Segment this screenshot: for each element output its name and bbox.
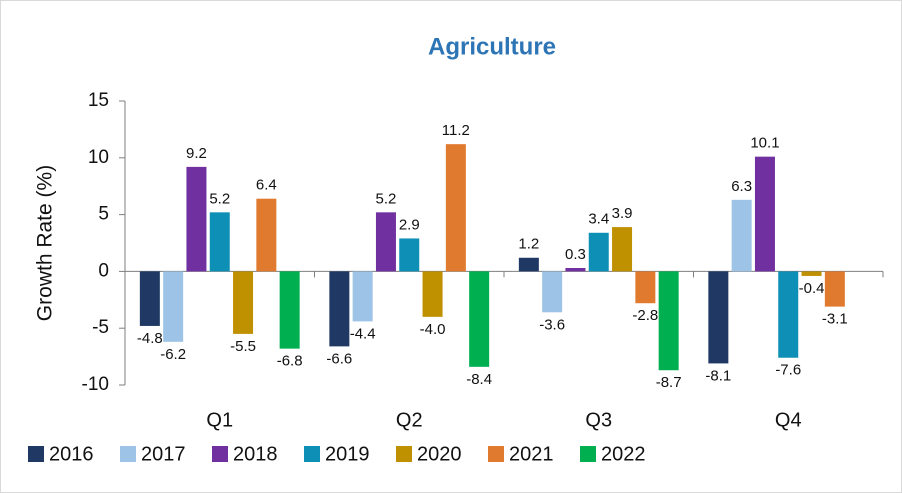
value-label: -5.5 [230, 338, 256, 355]
legend-swatch [488, 446, 504, 462]
value-label: -4.0 [420, 321, 446, 338]
legend-label: 2020 [417, 443, 462, 465]
y-tick-label: -10 [82, 374, 109, 395]
bar [612, 227, 633, 272]
legend-label: 2016 [49, 443, 94, 465]
value-label: -8.1 [705, 367, 731, 384]
value-label: 2.9 [399, 216, 420, 233]
value-label: -8.4 [466, 371, 492, 388]
y-tick-label: 10 [88, 147, 109, 168]
legend-swatch [28, 446, 44, 462]
value-label: 9.2 [186, 145, 207, 162]
legend-label: 2021 [509, 443, 554, 465]
legend-label: 2022 [601, 443, 646, 465]
value-label: 3.9 [612, 205, 633, 222]
value-label: 6.3 [731, 178, 752, 195]
legend-swatch [580, 446, 596, 462]
y-tick-label: 5 [98, 204, 109, 225]
value-label: -0.4 [799, 280, 825, 297]
x-tick-label: Q3 [585, 409, 612, 431]
value-label: 11.2 [442, 122, 470, 139]
legend-label: 2017 [141, 443, 186, 465]
value-label: -8.7 [656, 374, 682, 391]
value-label: 6.4 [256, 177, 277, 194]
value-label: 1.2 [518, 236, 539, 253]
value-label: -4.4 [350, 325, 376, 342]
bar [542, 271, 563, 313]
bar [469, 271, 490, 367]
value-label: 5.2 [209, 190, 230, 207]
legend-label: 2018 [233, 443, 278, 465]
bar [256, 198, 277, 272]
value-label: 0.3 [565, 246, 586, 263]
bar [445, 144, 466, 272]
legend-swatch [396, 446, 412, 462]
chart-title: Agriculture [428, 33, 556, 60]
value-label: 10.1 [750, 135, 779, 152]
bar [708, 271, 729, 364]
bar [375, 212, 396, 272]
value-label: 3.4 [588, 211, 609, 228]
bar [209, 212, 230, 272]
bar [635, 271, 656, 304]
bar [518, 257, 539, 272]
y-tick-label: 15 [88, 90, 109, 111]
bar [329, 271, 350, 347]
bar [399, 238, 420, 272]
y-axis-label: Growth Rate (%) [34, 165, 57, 321]
bar [279, 271, 300, 349]
bar [422, 271, 443, 317]
bar [754, 156, 775, 272]
y-tick-label: 0 [98, 260, 109, 281]
legend-swatch [304, 446, 320, 462]
legend-swatch [120, 446, 136, 462]
bar [801, 271, 822, 276]
value-label: -6.6 [326, 350, 352, 367]
value-label: 5.2 [376, 190, 397, 207]
bar [565, 267, 586, 272]
bar [778, 271, 799, 358]
bar [731, 199, 752, 272]
bar [186, 166, 207, 272]
bar [352, 271, 373, 322]
bar [163, 271, 184, 342]
x-tick-label: Q1 [206, 409, 233, 431]
bar [233, 271, 254, 334]
value-label: -2.8 [632, 307, 658, 324]
value-label: -3.6 [539, 316, 565, 333]
y-tick-label: -5 [92, 317, 109, 338]
value-label: -6.8 [277, 353, 303, 370]
legend-label: 2019 [325, 443, 370, 465]
legend-swatch [212, 446, 228, 462]
x-tick-label: Q4 [775, 409, 802, 431]
bar [658, 271, 679, 371]
value-label: -6.2 [160, 346, 186, 363]
value-label: -7.6 [775, 362, 801, 379]
bar [588, 232, 609, 272]
bar [139, 271, 160, 326]
value-label: -3.1 [822, 311, 848, 328]
value-label: -4.8 [137, 330, 163, 347]
bar [824, 271, 845, 307]
x-tick-label: Q2 [396, 409, 423, 431]
